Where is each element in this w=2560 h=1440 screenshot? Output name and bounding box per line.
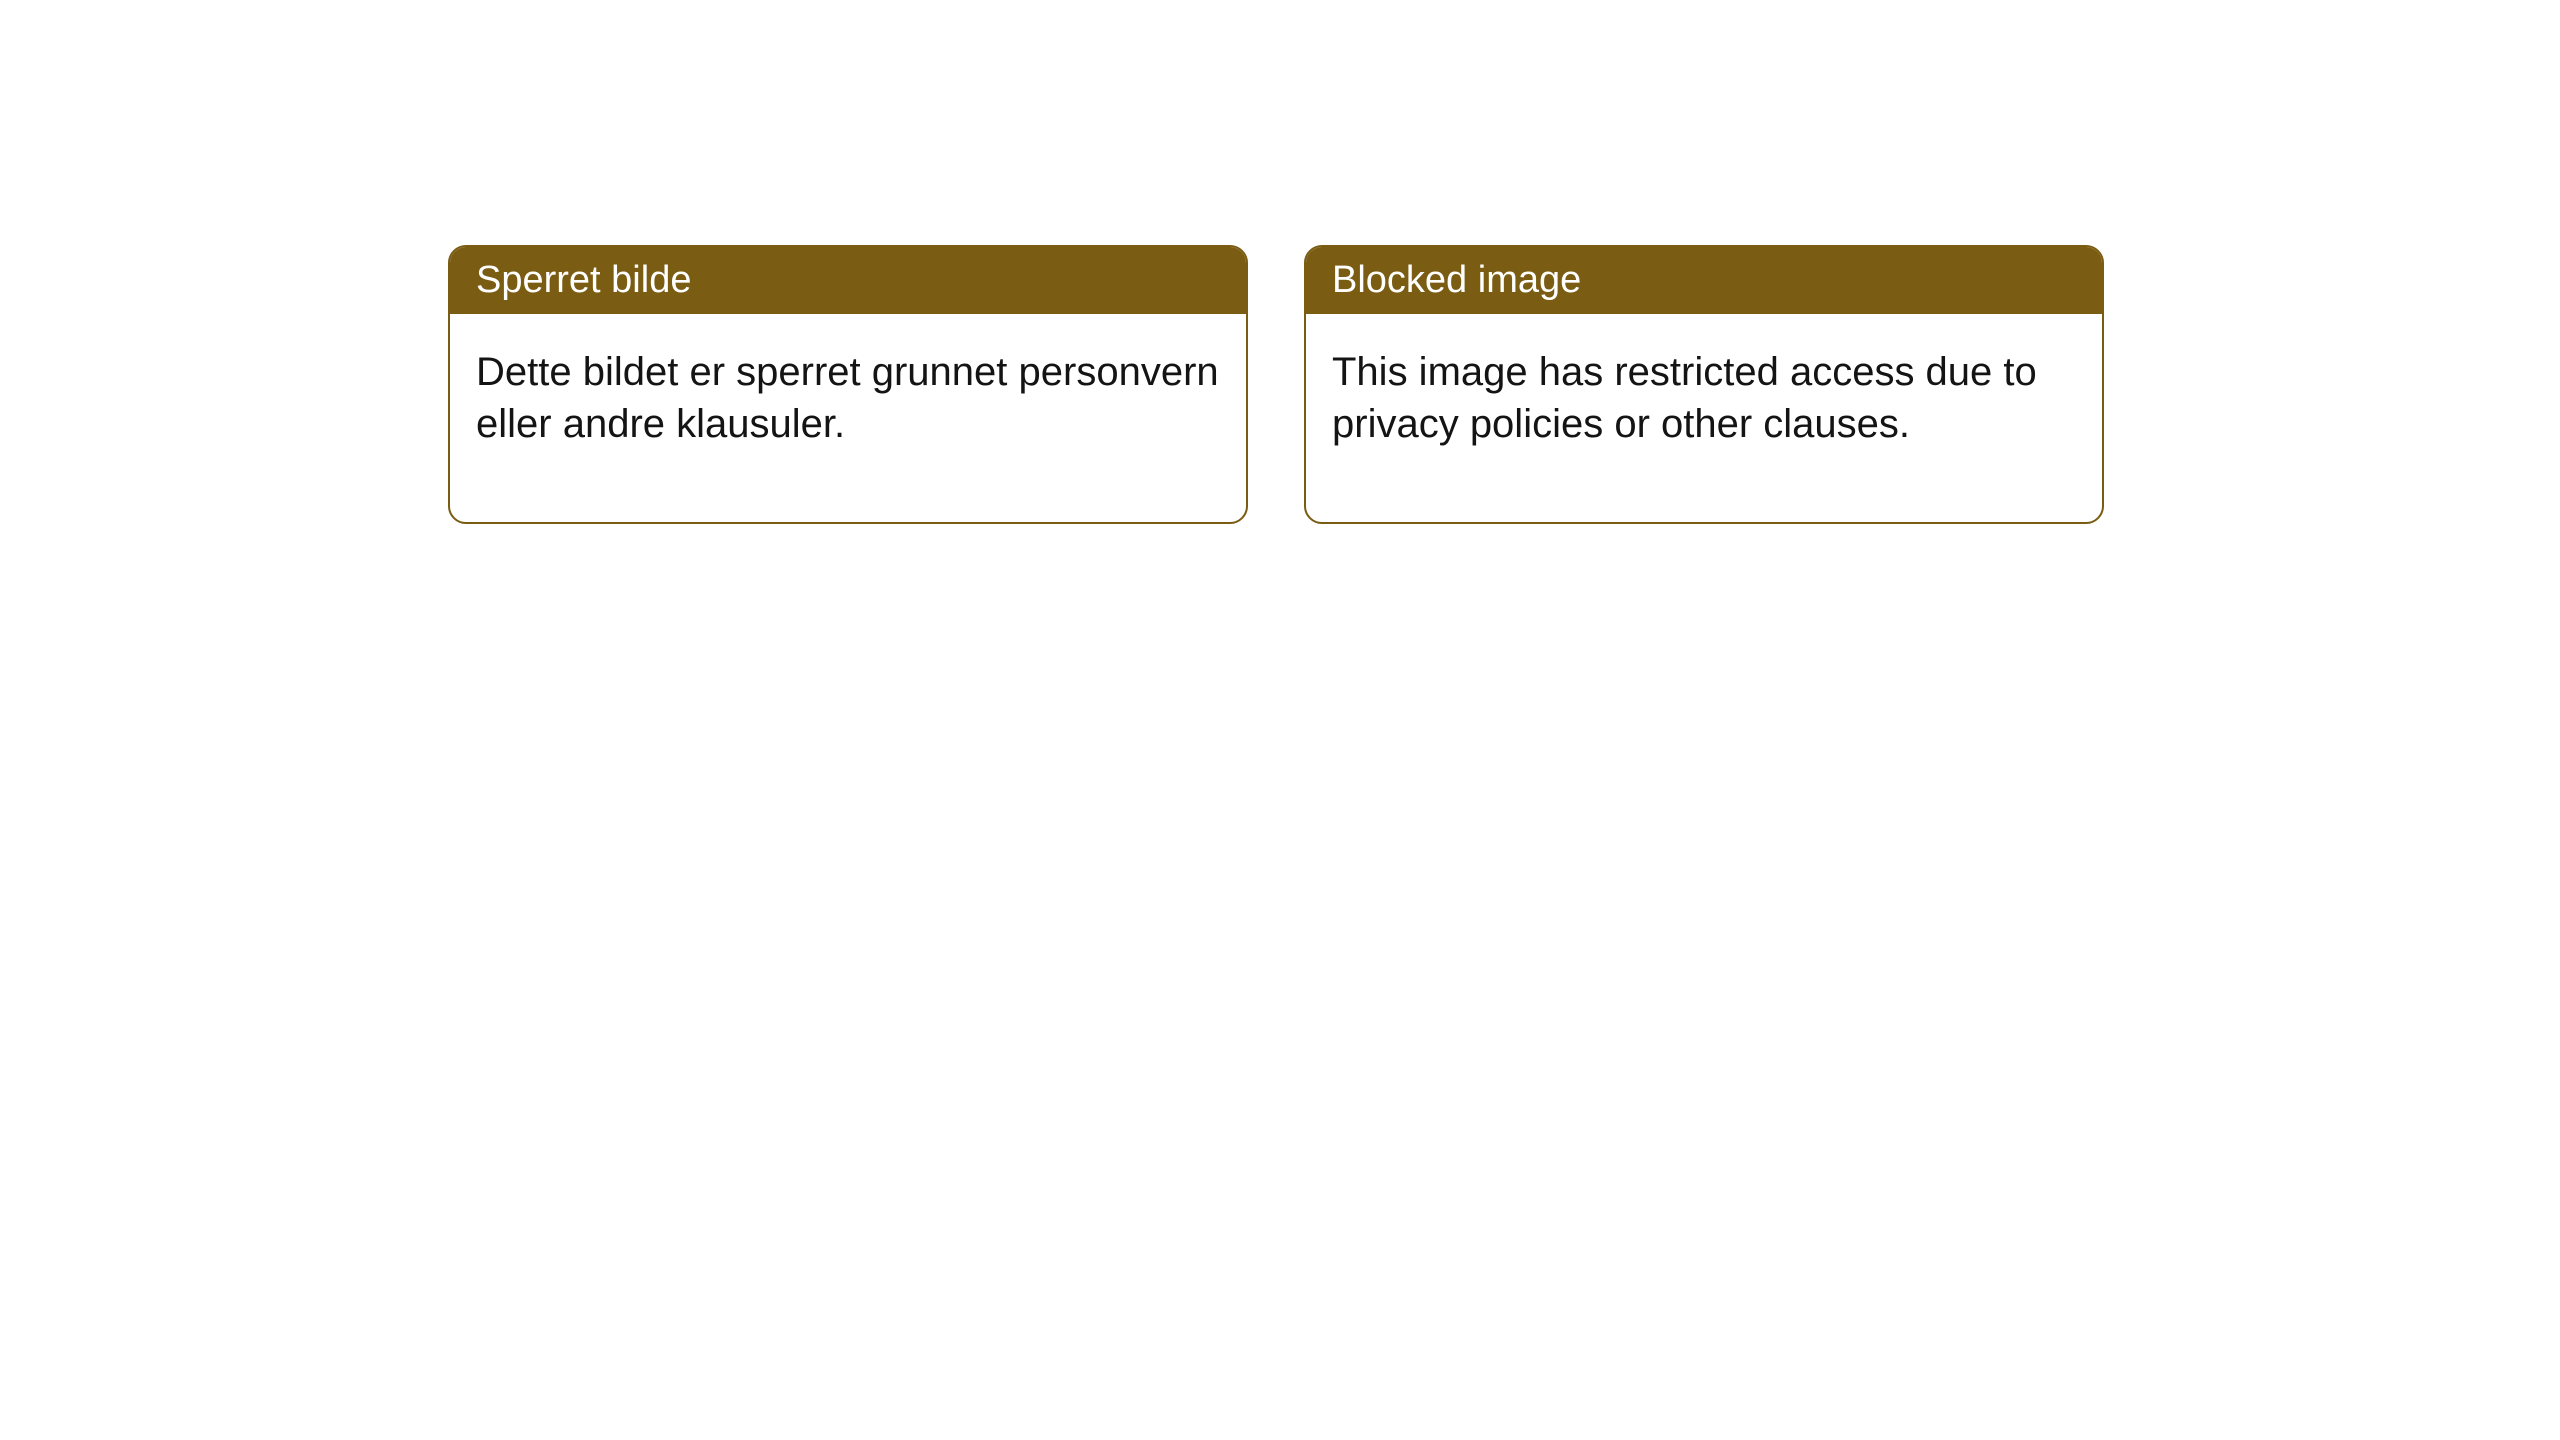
card-body: Dette bildet er sperret grunnet personve…: [450, 314, 1246, 522]
card-english: Blocked image This image has restricted …: [1304, 245, 2104, 524]
card-body-text: This image has restricted access due to …: [1332, 350, 2037, 446]
card-body: This image has restricted access due to …: [1306, 314, 2102, 522]
card-title: Sperret bilde: [476, 259, 691, 301]
card-title: Blocked image: [1332, 259, 1581, 301]
card-header: Sperret bilde: [450, 247, 1246, 314]
cards-container: Sperret bilde Dette bildet er sperret gr…: [448, 245, 2104, 524]
card-norwegian: Sperret bilde Dette bildet er sperret gr…: [448, 245, 1248, 524]
card-header: Blocked image: [1306, 247, 2102, 314]
card-body-text: Dette bildet er sperret grunnet personve…: [476, 350, 1219, 446]
